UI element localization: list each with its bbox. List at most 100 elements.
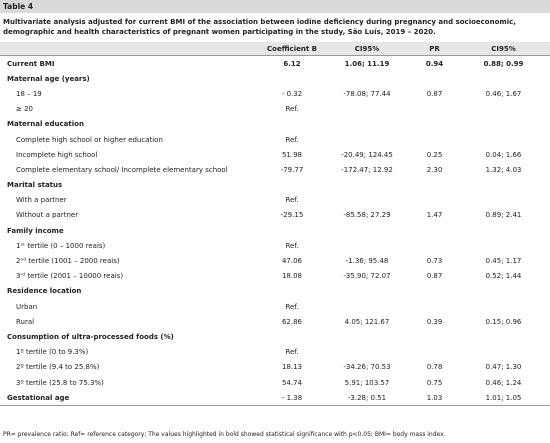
table-row: Current BMI 6.12 1.06; 11.19 0.94 0.88; 0.99 bbox=[0, 56, 550, 72]
cell bbox=[262, 223, 322, 238]
cell: 0.87 bbox=[426, 89, 443, 98]
cell: 0.94 bbox=[425, 59, 444, 68]
table-row: With a partner Ref. bbox=[0, 193, 550, 208]
cell: 0.15; 0.96 bbox=[485, 317, 522, 326]
header-row: Coefficient B CI95% PR CI95% bbox=[0, 42, 550, 56]
cell: 1.47 bbox=[426, 211, 443, 220]
table-row: Without a partner -29.15 -85.58; 27.29 1.47… bbox=[0, 208, 550, 223]
cell bbox=[262, 117, 322, 132]
table-row: Rural 62.86 4.05; 121.67 0.39 0.15; 0.96 bbox=[0, 314, 550, 329]
cell: 5.91; 103.57 bbox=[344, 378, 390, 387]
row-label: With a partner bbox=[16, 196, 67, 205]
table: Coefficient B CI95% PR CI95% Current BMI 6.1… bbox=[0, 42, 550, 407]
cell: Ref. bbox=[285, 196, 299, 205]
cell: 0.39 bbox=[426, 317, 443, 326]
row-label: 1ˢᵗ tertile (0 – 1000 reais) bbox=[16, 241, 106, 250]
cell: 0.04; 1.66 bbox=[485, 150, 522, 159]
table-row: Complete elementary school/ Incomplete e… bbox=[0, 162, 550, 177]
cell bbox=[412, 178, 457, 193]
table-row: Incomplete high school 51.98 -20.49; 124.4… bbox=[0, 147, 550, 162]
cell: 18.13 bbox=[281, 363, 303, 372]
cell bbox=[322, 71, 412, 86]
cell: 1.32; 4.03 bbox=[485, 165, 522, 174]
cell: -172.47; 12.92 bbox=[341, 165, 393, 174]
cell bbox=[457, 345, 550, 360]
cell: 47.06 bbox=[281, 257, 303, 266]
cell bbox=[322, 345, 412, 360]
cell: Ref. bbox=[285, 302, 299, 311]
cell bbox=[457, 238, 550, 253]
row-label: 18 – 19 bbox=[16, 89, 42, 98]
cell: -79.77 bbox=[280, 165, 304, 174]
cell: 1.01; 1.05 bbox=[457, 390, 550, 407]
row-label: Urban bbox=[16, 302, 38, 311]
table-row: 1ˢᵗ tertile (0 – 1000 reais) Ref. bbox=[0, 238, 550, 253]
cell bbox=[457, 223, 550, 238]
cell bbox=[262, 329, 322, 344]
row-label: 1º tertile (0 to 9.3%) bbox=[16, 348, 89, 357]
row-label: Marital status bbox=[7, 181, 63, 190]
cell bbox=[412, 102, 457, 117]
cell bbox=[322, 329, 412, 344]
table-row: Marital status bbox=[0, 178, 550, 193]
cell bbox=[457, 117, 550, 132]
table-row: Complete high school or higher education… bbox=[0, 132, 550, 147]
cell bbox=[322, 193, 412, 208]
cell: -85.58; 27.29 bbox=[343, 211, 391, 220]
cell bbox=[457, 299, 550, 314]
cell bbox=[412, 284, 457, 299]
cell: -34.26; 70.53 bbox=[343, 363, 391, 372]
table-row: Family income bbox=[0, 223, 550, 238]
row-label: Maternal education bbox=[7, 120, 84, 129]
row-label: Consumption of ultra-processed foods (%) bbox=[7, 332, 174, 341]
cell bbox=[262, 284, 322, 299]
cell bbox=[412, 238, 457, 253]
cell: 0.45; 1.17 bbox=[485, 257, 522, 266]
table-row: 3º tertile (25.8 to 75.3%) 54.74 5.91; 103… bbox=[0, 375, 550, 390]
cell bbox=[412, 71, 457, 86]
cell bbox=[457, 178, 550, 193]
cell bbox=[322, 132, 412, 147]
cell: 2.30 bbox=[426, 165, 443, 174]
cell: Ref. bbox=[285, 135, 299, 144]
cell: 4.05; 121.67 bbox=[344, 317, 390, 326]
cell: 1.06; 11.19 bbox=[344, 59, 390, 68]
table-row: 1º tertile (0 to 9.3%) Ref. bbox=[0, 345, 550, 360]
cell: 0.52; 1.44 bbox=[485, 272, 522, 281]
row-label: 3º tertile (25.8 to 75.3%) bbox=[16, 378, 104, 387]
cell: 0.89; 2.41 bbox=[485, 211, 522, 220]
cell: Ref. bbox=[285, 241, 299, 250]
cell: -1.36; 95.48 bbox=[345, 257, 389, 266]
cell bbox=[412, 299, 457, 314]
row-label: 3ʳᵈ tertile (2001 – 10000 reais) bbox=[16, 272, 124, 281]
cell bbox=[457, 102, 550, 117]
table-row: 2ⁿᵈ tertile (1001 – 2000 reais) 47.06 -1.3… bbox=[0, 253, 550, 268]
footnote: PR= prevalence ratio; Ref= reference cat… bbox=[3, 431, 446, 438]
cell: -35.90; 72.07 bbox=[343, 272, 391, 281]
cell: 0.25 bbox=[426, 150, 443, 159]
cell bbox=[322, 238, 412, 253]
table-row: 3ʳᵈ tertile (2001 – 10000 reais) 18.08 -35… bbox=[0, 269, 550, 284]
table-row: Maternal education bbox=[0, 117, 550, 132]
cell bbox=[322, 102, 412, 117]
cell: -29.15 bbox=[280, 211, 304, 220]
cell: 0.73 bbox=[426, 257, 443, 266]
cell: 18.08 bbox=[281, 272, 303, 281]
cell: - 0.32 bbox=[281, 89, 303, 98]
table-row: Residence location bbox=[0, 284, 550, 299]
cell: 0.75 bbox=[426, 378, 443, 387]
table-row: ≥ 20 Ref. bbox=[0, 102, 550, 117]
row-label: Complete high school or higher education bbox=[16, 135, 163, 144]
row-label: ≥ 20 bbox=[16, 105, 33, 114]
cell bbox=[262, 178, 322, 193]
cell: - 1.38 bbox=[262, 390, 322, 407]
row-label: Rural bbox=[16, 317, 35, 326]
cell: 62.86 bbox=[281, 317, 303, 326]
cell: Ref. bbox=[285, 105, 299, 114]
header-cell bbox=[0, 42, 262, 56]
caption: Multivariate analysis adjusted for curre… bbox=[3, 18, 516, 36]
cell bbox=[262, 71, 322, 86]
cell: 0.87 bbox=[426, 272, 443, 281]
row-label: Without a partner bbox=[16, 211, 79, 220]
